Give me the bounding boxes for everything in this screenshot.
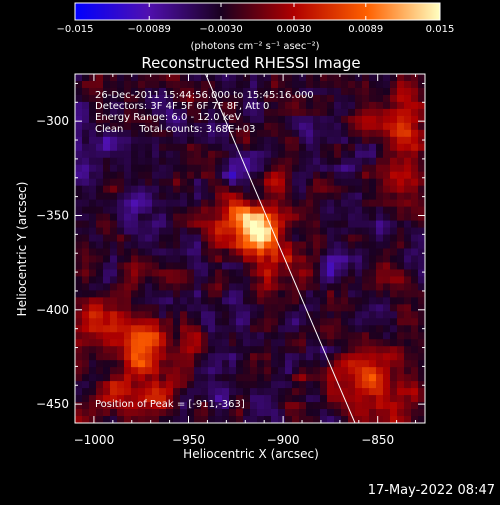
x-axis-label: Heliocentric X (arcsec) bbox=[183, 447, 319, 461]
x-tick-label: −1000 bbox=[74, 433, 115, 447]
annotation-total-counts: Clean Total counts: 3.68E+03 bbox=[95, 124, 255, 135]
colorbar-tick-label: −0.0089 bbox=[128, 24, 171, 35]
colorbar-tick-label: −0.015 bbox=[56, 24, 93, 35]
y-tick-label: −400 bbox=[36, 303, 69, 317]
chart-title: Reconstructed RHESSI Image bbox=[141, 54, 360, 72]
peak-position-label: Position of Peak = [-911,-363] bbox=[95, 399, 245, 410]
annotation-time-range: 26-Dec-2011 15:44:56.000 to 15:45:16.000 bbox=[95, 90, 314, 101]
colorbar-ticks: −0.015 −0.0089 −0.0030 0.0030 0.0089 0.015 bbox=[56, 3, 454, 35]
y-tick-label: −450 bbox=[36, 397, 69, 411]
colorbar-tick-label: 0.0030 bbox=[277, 24, 312, 35]
colorbar-tick-label: 0.015 bbox=[426, 24, 455, 35]
annotation-block: 26-Dec-2011 15:44:56.000 to 15:45:16.000… bbox=[95, 90, 314, 135]
x-tick-label: −850 bbox=[361, 433, 394, 447]
colorbar-gradient bbox=[74, 2, 441, 21]
y-tick-label: −350 bbox=[36, 208, 69, 222]
y-tick-label: −300 bbox=[36, 114, 69, 128]
plot-frame bbox=[74, 73, 426, 424]
colorbar: −0.015 −0.0089 −0.0030 0.0030 0.0089 0.015 (p… bbox=[56, 2, 454, 52]
axis-ticks: −1000 −950 −900 −850 −450 −400 −350 −300 bbox=[36, 74, 425, 447]
x-tick-label: −900 bbox=[267, 433, 300, 447]
annotation-detectors: Detectors: 3F 4F 5F 6F 7F 8F, Att 0 bbox=[95, 101, 269, 112]
colorbar-tick-label: 0.0089 bbox=[348, 24, 383, 35]
footer-timestamp: 17-May-2022 08:47 bbox=[368, 483, 495, 498]
colorbar-tick-label: −0.0030 bbox=[199, 24, 242, 35]
solar-limb-line bbox=[205, 74, 356, 423]
colorbar-unit-label: (photons cm⁻² s⁻¹ asec⁻²) bbox=[190, 41, 319, 52]
heatmap-image bbox=[75, 74, 425, 423]
y-axis-label: Heliocentric Y (arcsec) bbox=[15, 182, 29, 317]
x-tick-label: −950 bbox=[172, 433, 205, 447]
annotation-energy-range: Energy Range: 6.0 - 12.0 keV bbox=[95, 112, 241, 123]
